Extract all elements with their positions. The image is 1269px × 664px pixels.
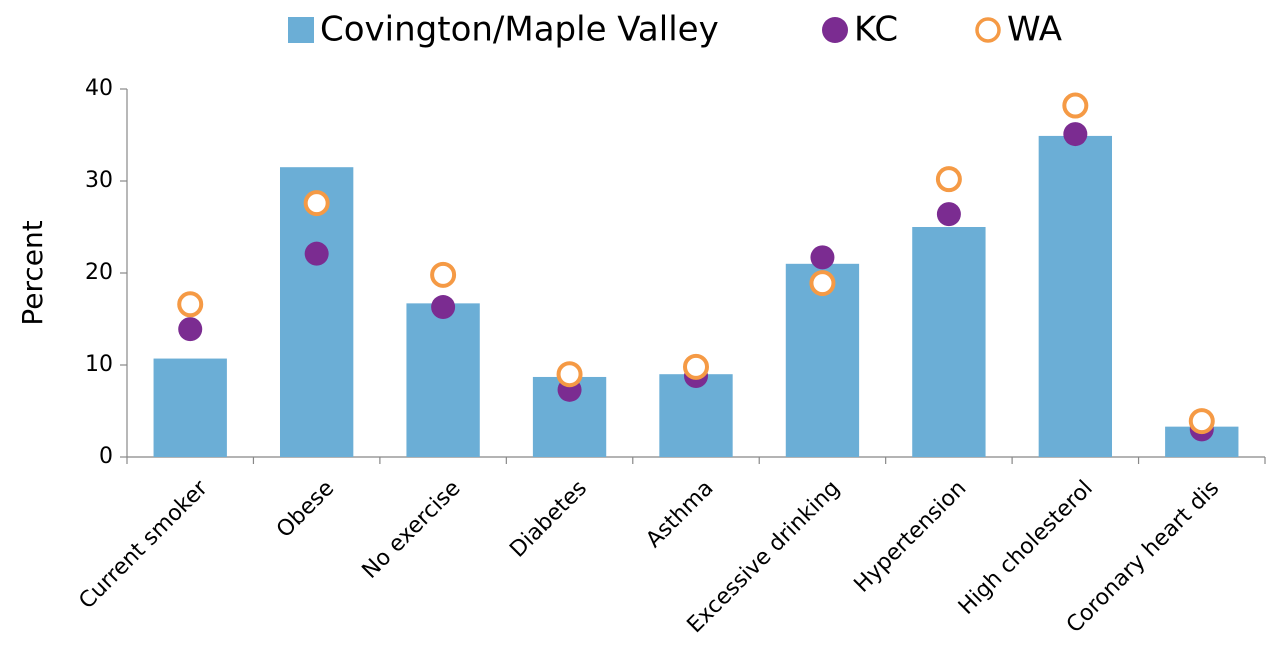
dot [936, 202, 961, 227]
dot [810, 245, 835, 270]
x-tick-label: No exercise [358, 476, 466, 584]
dot [178, 317, 203, 342]
x-tick-label: Diabetes [505, 476, 592, 563]
legend-swatch [288, 17, 314, 43]
y-tick-label: 10 [85, 352, 113, 377]
x-tick-label: Asthma [641, 476, 718, 553]
ring [1188, 408, 1215, 435]
legend-label: KC [854, 10, 898, 50]
ring [683, 353, 709, 380]
ring [303, 190, 330, 217]
x-tick-label: Hypertension [850, 476, 972, 598]
legend-label: Covington/Maple Valley [320, 10, 719, 50]
bar [912, 227, 986, 457]
dot [431, 295, 456, 320]
ring [935, 166, 962, 193]
dot [304, 241, 329, 266]
dot [1063, 122, 1088, 147]
y-tick-label: 40 [85, 76, 113, 101]
y-axis-label: Percent [16, 220, 49, 325]
legend-label: WA [1007, 10, 1062, 50]
ring [177, 291, 204, 318]
bar [1038, 135, 1113, 458]
bar [406, 303, 480, 457]
ring [430, 261, 457, 288]
y-tick-label: 30 [85, 168, 113, 193]
x-tick-label: High cholesterol [954, 476, 1098, 620]
y-tick-label: 0 [99, 444, 113, 469]
bar [153, 358, 227, 457]
legend-swatch [822, 17, 848, 43]
ring [556, 361, 583, 388]
y-tick-label: 20 [85, 260, 113, 285]
x-tick-label: Obese [272, 476, 339, 543]
ring [1062, 92, 1089, 119]
x-tick-label: Current smoker [74, 475, 213, 614]
legend-swatch [975, 17, 1001, 43]
ring [809, 270, 836, 297]
